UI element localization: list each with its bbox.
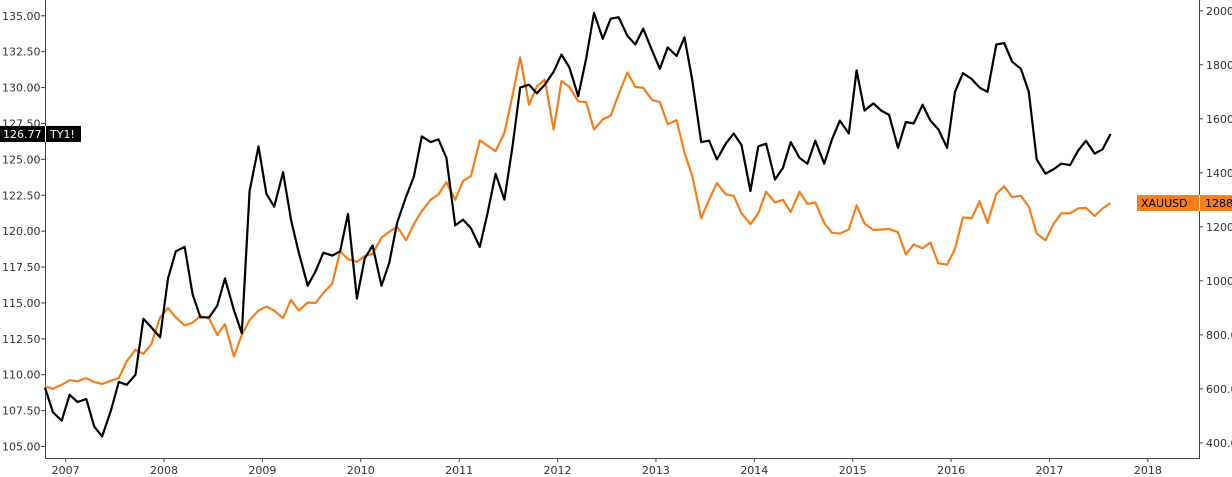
right-tick-label: 400.0 bbox=[1206, 437, 1232, 450]
series-line-ty1 bbox=[43, 11, 1112, 438]
series-price-labels: 126.77 TY1! XAUUSD 1288 bbox=[0, 125, 1232, 212]
series-name-label: XAUUSD bbox=[1141, 197, 1188, 210]
left-axis-ticks: 105.00 107.50 110.00 112.50 115.00 117.50 120.… bbox=[2, 10, 45, 454]
x-tick-label: 2016 bbox=[937, 464, 965, 477]
left-tick-label: 120.00 bbox=[2, 225, 41, 238]
x-tick-label: 2009 bbox=[248, 464, 276, 477]
right-axis-ticks: 400.0 600.0 800.0 1000 1200 1400 1600 1800 2000 bbox=[1199, 5, 1232, 450]
right-tick-label: 1800 bbox=[1206, 59, 1232, 72]
left-tick-label: 112.50 bbox=[2, 333, 41, 346]
left-tick-label: 110.00 bbox=[2, 369, 41, 382]
left-tick-label: 117.50 bbox=[2, 261, 41, 274]
right-tick-label: 600.0 bbox=[1206, 383, 1232, 396]
left-tick-label: 107.50 bbox=[2, 405, 41, 418]
x-tick-label: 2007 bbox=[52, 464, 80, 477]
last-price-tag-xauusd: XAUUSD 1288 bbox=[1137, 195, 1232, 212]
series-line-xauusd bbox=[44, 56, 1112, 390]
x-axis-ticks: 2007 2008 2009 2010 2011 2012 2013 2014 2015 2016… bbox=[52, 458, 1162, 477]
right-tick-label: 1000 bbox=[1206, 275, 1232, 288]
x-tick-label: 2010 bbox=[347, 464, 375, 477]
x-tick-label: 2008 bbox=[150, 464, 178, 477]
left-tick-label: 125.00 bbox=[2, 153, 41, 166]
last-price-value: 126.77 bbox=[3, 128, 42, 141]
x-tick-label: 2015 bbox=[839, 464, 867, 477]
x-tick-label: 2012 bbox=[544, 464, 572, 477]
series-lines bbox=[43, 11, 1112, 438]
right-tick-label: 2000 bbox=[1206, 5, 1232, 18]
x-tick-label: 2013 bbox=[642, 464, 670, 477]
left-tick-label: 105.00 bbox=[2, 441, 41, 454]
right-tick-label: 1200 bbox=[1206, 221, 1232, 234]
x-tick-label: 2011 bbox=[445, 464, 473, 477]
left-tick-label: 130.00 bbox=[2, 82, 41, 95]
left-tick-label: 135.00 bbox=[2, 10, 41, 23]
left-tick-label: 122.50 bbox=[2, 189, 41, 202]
right-tick-label: 800.0 bbox=[1206, 329, 1232, 342]
left-tick-label: 115.00 bbox=[2, 297, 41, 310]
x-tick-label: 2018 bbox=[1134, 464, 1162, 477]
right-tick-label: 1400 bbox=[1206, 167, 1232, 180]
x-tick-label: 2014 bbox=[740, 464, 768, 477]
left-tick-label: 132.50 bbox=[2, 46, 41, 59]
x-tick-label: 2017 bbox=[1035, 464, 1063, 477]
last-price-tag-ty1: 126.77 TY1! bbox=[0, 125, 81, 142]
series-name-label: TY1! bbox=[49, 128, 75, 141]
last-price-value: 1288 bbox=[1205, 197, 1232, 210]
right-tick-label: 1600 bbox=[1206, 113, 1232, 126]
